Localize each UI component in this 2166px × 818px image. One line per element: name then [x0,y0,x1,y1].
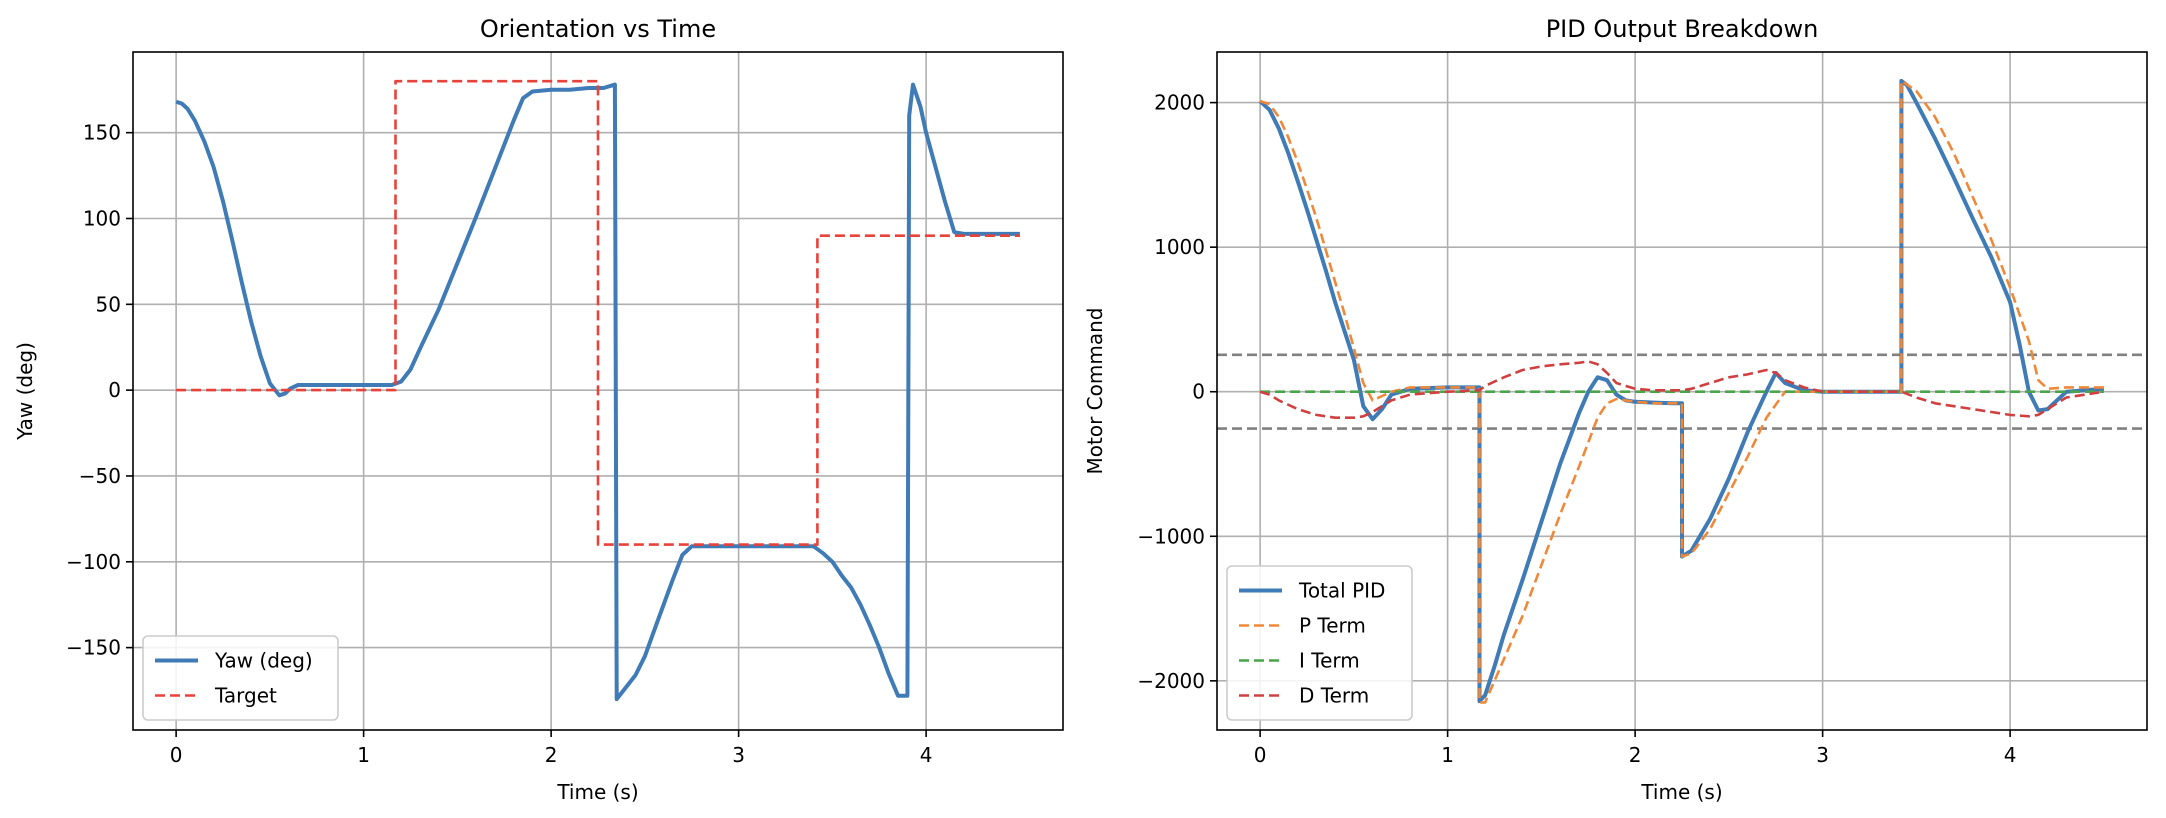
chart1-series-p-term-line [1259,79,2104,704]
chart0-series-target-line [176,79,1020,546]
chart1-legend-label-p-term: P Term [1299,614,1366,638]
chart1-y-tick-label-0: 2000 [1154,91,1205,115]
chart0-y-tick-label-0: 150 [83,121,121,145]
chart1-legend: Total PID P Term I Term D Term [1226,565,1413,721]
chart1-y-axis-label: Motor Command [1083,308,1107,475]
orientation-chart: 0 1 2 3 4 150 100 50 0 −50 −100 −150 Orientation vs … [13,15,1064,804]
chart1-legend-label-total-pid: Total PID [1298,579,1385,603]
chart0-y-axis-label: Yaw (deg) [13,342,37,441]
chart1-x-tick-label-2: 2 [1629,743,1642,767]
chart0-legend: Yaw (deg) Target [142,635,339,721]
chart0-legend-label-yaw-deg: Yaw (deg) [214,649,313,673]
chart1-series-d-term-line [1259,360,2105,419]
chart0-y-tick-label-2: 50 [96,292,121,316]
chart0-x-tick-label-3: 3 [732,743,745,767]
chart0-x-tick-label-0: 0 [170,743,183,767]
chart0-y-tick-label-3: 0 [108,378,121,402]
chart0-x-tick-label-2: 2 [545,743,558,767]
chart1-legend-box [1226,565,1413,721]
chart1-y-tick-label-3: −1000 [1137,524,1205,548]
chart1-legend-label-i-term: I Term [1299,649,1360,673]
pid-output-chart: 0 1 2 3 4 2000 1000 0 −1000 −2000 PID Output Break… [1083,15,2148,804]
chart0-legend-box [142,635,339,721]
chart1-title: PID Output Breakdown [1546,15,1819,43]
chart1-x-tick-label-0: 0 [1254,743,1267,767]
chart0-y-tick-label-5: −100 [66,550,121,574]
chart0-y-tick-label-1: 100 [83,206,121,230]
chart1-x-tick-label-4: 4 [2004,743,2017,767]
chart1-x-tick-label-3: 3 [1816,743,1829,767]
chart0-y-tick-label-6: −150 [66,636,121,660]
chart1-x-tick-label-1: 1 [1441,743,1454,767]
chart0-x-tick-label-1: 1 [357,743,370,767]
chart0-legend-label-target: Target [214,684,277,708]
chart0-x-tick-label-4: 4 [920,743,933,767]
chart1-y-tick-label-4: −2000 [1137,669,1205,693]
chart0-y-tick-label-4: −50 [79,464,121,488]
chart0-x-axis-label: Time (s) [556,780,638,804]
chart1-y-tick-label-2: 0 [1192,380,1205,404]
chart0-title: Orientation vs Time [480,15,716,43]
chart0-axes-frame [132,51,1064,731]
chart1-legend-label-d-term: D Term [1299,684,1369,708]
chart1-x-axis-label: Time (s) [1640,780,1722,804]
chart1-y-tick-label-1: 1000 [1154,235,1205,259]
